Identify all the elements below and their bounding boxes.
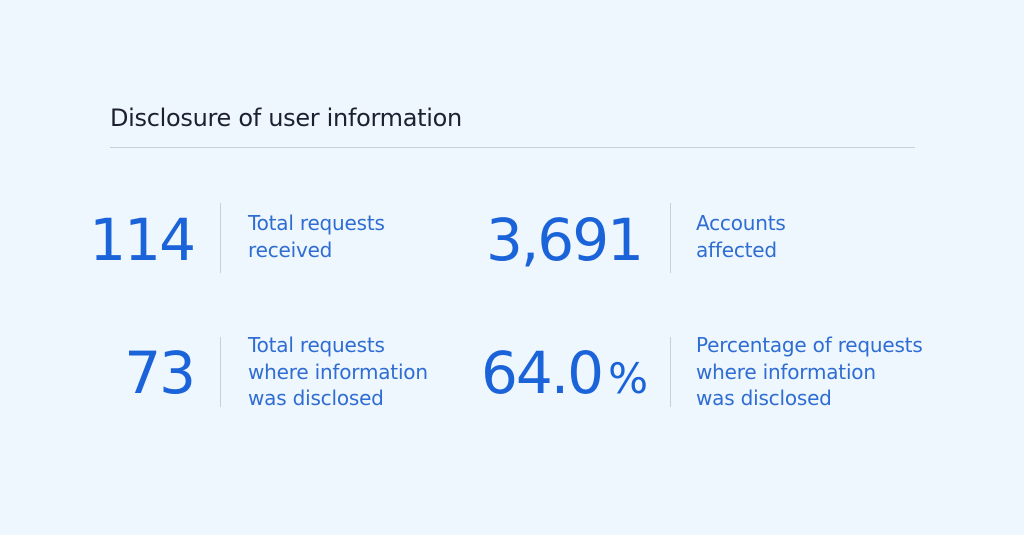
stat-label-line: Percentage of requests: [696, 333, 923, 357]
stat-divider: [220, 203, 221, 273]
stat-label-line: affected: [696, 237, 777, 262]
page-title: Disclosure of user information: [110, 104, 462, 132]
stat-label-total-requests: Total requests received: [248, 210, 385, 263]
stat-label-line: was disclosed: [696, 386, 832, 410]
stat-number: 73: [124, 339, 196, 407]
stat-number: 3,691: [485, 206, 644, 274]
stat-label-line: received: [248, 237, 333, 262]
stat-divider: [220, 337, 221, 407]
stat-label-line: Total requests: [248, 333, 385, 357]
stat-label-line: where information: [696, 359, 876, 384]
stat-label-requests-disclosed: Total requests where information was dis…: [248, 332, 428, 412]
stat-value-percentage-disclosed: 64.0%: [481, 344, 648, 402]
stat-value-total-requests: 114: [89, 211, 196, 269]
stat-number: 114: [89, 206, 196, 274]
stat-label-accounts-affected: Accounts affected: [696, 210, 786, 263]
title-divider: [110, 147, 915, 148]
stat-label-line: where information: [248, 359, 428, 384]
stat-label-line: Total requests: [248, 211, 385, 235]
stat-label-percentage-disclosed: Percentage of requests where information…: [696, 332, 923, 412]
stat-divider: [670, 337, 671, 407]
stat-unit: %: [608, 354, 648, 403]
stat-number: 64.0: [480, 339, 604, 407]
stat-value-requests-disclosed: 73: [124, 344, 196, 402]
stat-label-line: Accounts: [696, 211, 786, 235]
stat-label-line: was disclosed: [248, 386, 384, 410]
stat-divider: [670, 203, 671, 273]
stat-value-accounts-affected: 3,691: [486, 211, 644, 269]
